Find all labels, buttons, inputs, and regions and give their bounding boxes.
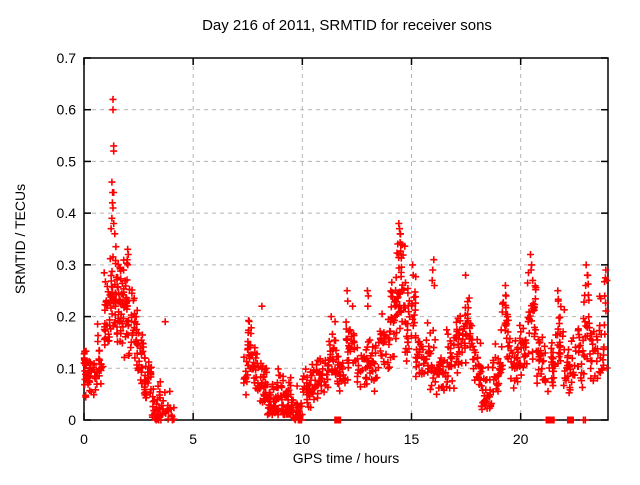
plot-border bbox=[83, 57, 609, 421]
y-tick-label: 0.6 bbox=[57, 102, 77, 118]
y-tick-label: 0.2 bbox=[57, 309, 77, 325]
x-tick-label: 10 bbox=[295, 431, 311, 447]
x-tick-label: 5 bbox=[189, 431, 197, 447]
y-tick-label: 0.1 bbox=[57, 360, 77, 376]
y-tick-label: 0.4 bbox=[57, 205, 77, 221]
y-tick-label: 0.5 bbox=[57, 153, 77, 169]
y-tick-label: 0.3 bbox=[57, 257, 77, 273]
y-tick-label: 0 bbox=[68, 412, 76, 428]
y-tick-label: 0.7 bbox=[57, 50, 77, 66]
x-axis-label: GPS time / hours bbox=[293, 450, 400, 466]
y-axis-label: SRMTID / TECUs bbox=[12, 184, 28, 294]
x-tick-label: 15 bbox=[404, 431, 420, 447]
data-points bbox=[80, 95, 611, 424]
zero-cluster-marker bbox=[547, 416, 555, 424]
zero-cluster-marker bbox=[566, 416, 574, 424]
zero-cluster-marker bbox=[334, 416, 342, 424]
chart-title: Day 216 of 2011, SRMTID for receiver son… bbox=[202, 17, 492, 34]
x-tick-label: 20 bbox=[513, 431, 529, 447]
x-tick-label: 0 bbox=[80, 431, 88, 447]
tick-labels: 0 5 10 15 20 0 0.1 0.2 0.3 0.4 0.5 0.6 0.7 bbox=[57, 50, 529, 447]
data-points-layer bbox=[80, 95, 611, 424]
grid-lines bbox=[84, 58, 608, 420]
tick-marks bbox=[83, 57, 608, 421]
